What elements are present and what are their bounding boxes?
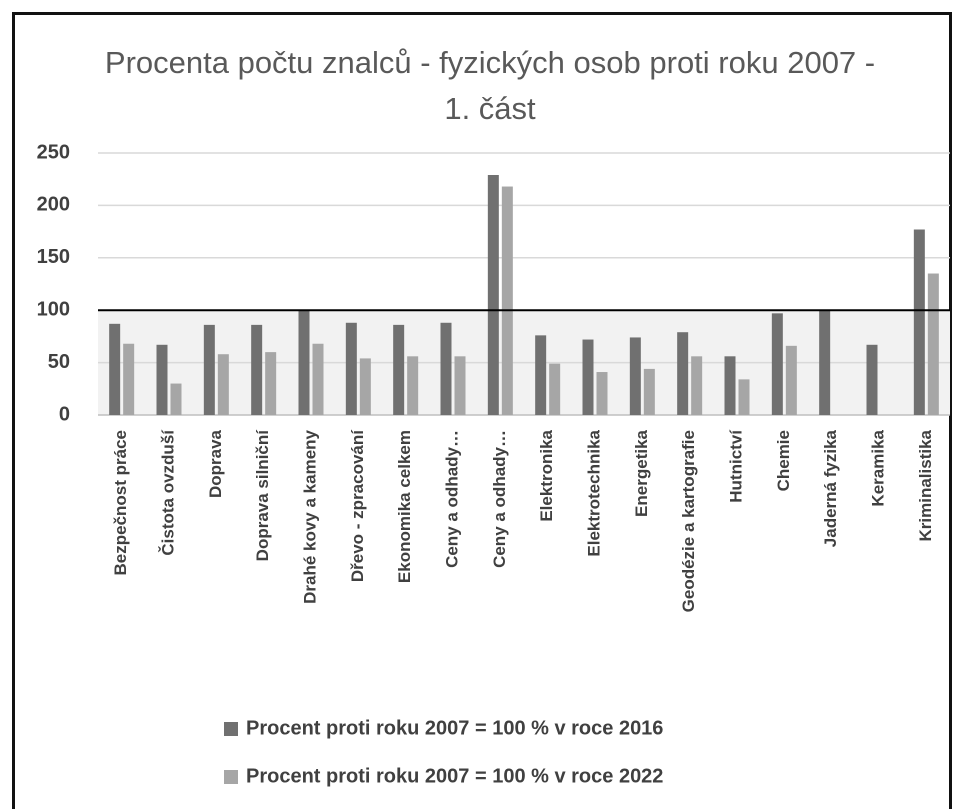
- bar: [393, 324, 405, 415]
- legend-label: Procent proti roku 2007 = 100 % v roce 2…: [246, 717, 663, 739]
- bar: [771, 313, 783, 415]
- bar: [691, 356, 703, 415]
- y-tick-label: 100: [37, 298, 70, 320]
- x-tick-label: Keramika: [868, 429, 887, 506]
- bar: [298, 310, 310, 415]
- x-tick-label: Elektronika: [537, 429, 556, 521]
- x-tick-label: Čistota ovzduší: [158, 429, 177, 556]
- x-tick-label: Doprava silniční: [253, 429, 272, 562]
- bar: [501, 186, 513, 415]
- bar: [359, 358, 371, 415]
- x-tick-label: Dřevo - zpracování: [348, 429, 367, 582]
- y-tick-label: 0: [59, 403, 70, 425]
- x-tick-label: Energetika: [632, 429, 651, 516]
- x-tick-label: Ceny a odhady…: [442, 430, 461, 568]
- bar: [866, 344, 878, 415]
- bar: [819, 310, 831, 415]
- legend-swatch: [224, 722, 238, 736]
- bar: [629, 337, 641, 415]
- x-tick-label: Drahé kovy a kameny: [300, 429, 319, 603]
- chart-title: Procenta počtu znalců - fyzických osob p…: [104, 45, 876, 126]
- bar: [535, 335, 547, 415]
- y-tick-label: 250: [37, 141, 70, 163]
- x-tick-label: Jaderná fyzika: [821, 429, 840, 547]
- bar: [217, 354, 229, 415]
- legend-label: Procent proti roku 2007 = 100 % v roce 2…: [246, 765, 663, 787]
- bar: [927, 273, 939, 415]
- bar: [643, 368, 655, 415]
- bar: [596, 372, 608, 415]
- y-tick-label: 50: [48, 351, 70, 373]
- bar: [549, 363, 561, 415]
- bar: [407, 356, 419, 415]
- x-tick-label: Ceny a odhady…: [490, 430, 509, 568]
- bar: [913, 229, 925, 415]
- bar: [454, 356, 466, 415]
- bar: [123, 343, 135, 415]
- bar: [265, 352, 277, 415]
- bar: [487, 175, 499, 415]
- x-tick-label: Bezpečnost práce: [111, 430, 130, 576]
- bar: [345, 322, 357, 415]
- x-tick-label: Kriminalistika: [916, 429, 935, 541]
- chart-frame: [12, 12, 952, 809]
- bar: [170, 383, 182, 415]
- bar: [156, 344, 168, 415]
- x-tick-label: Hutnictví: [726, 429, 745, 503]
- bar: [109, 323, 121, 415]
- bar: [724, 356, 736, 415]
- bar: [312, 343, 324, 415]
- x-tick-label: Doprava: [206, 429, 225, 498]
- bar: [440, 322, 452, 415]
- y-tick-label: 200: [37, 194, 70, 216]
- x-tick-label: Geodézie a kartografie: [679, 430, 698, 612]
- x-tick-label: Elektrotechnika: [584, 429, 603, 556]
- bar: [582, 339, 594, 415]
- bar: [203, 324, 215, 415]
- y-tick-label: 150: [37, 246, 70, 268]
- x-tick-label: Chemie: [774, 430, 793, 491]
- bar: [251, 324, 263, 415]
- x-tick-label: Ekonomika celkem: [395, 430, 414, 583]
- bar: [677, 332, 689, 415]
- bar: [785, 345, 797, 415]
- legend-swatch: [224, 770, 238, 784]
- bar: [738, 379, 750, 415]
